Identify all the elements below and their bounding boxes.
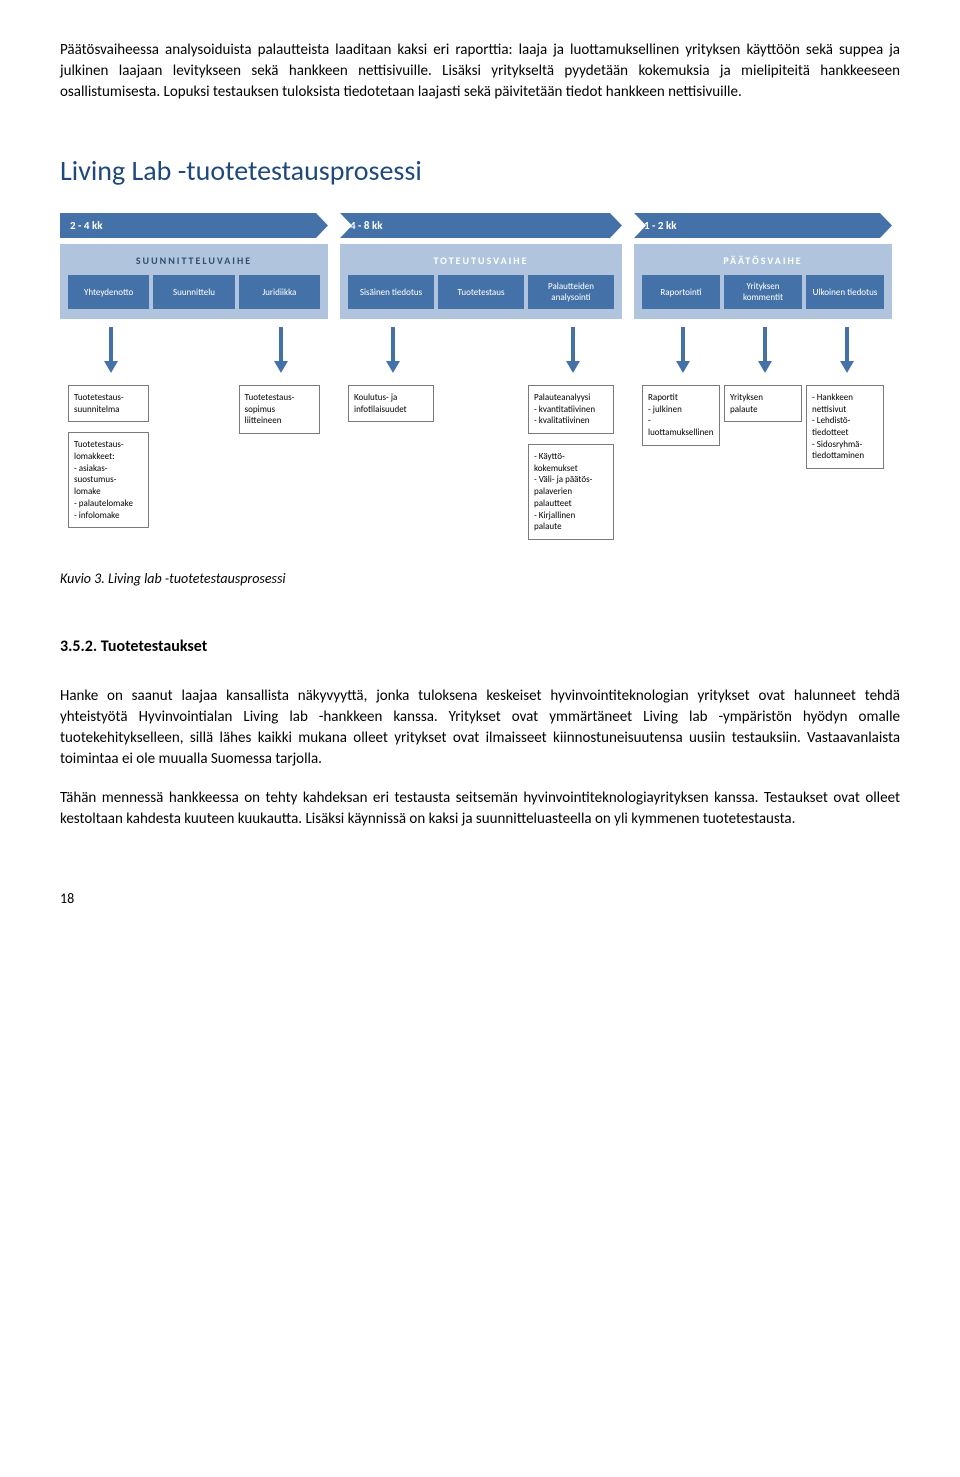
timeline-chevron: 1 - 2 kk xyxy=(634,213,892,238)
phase-title: SUUNNITTELUVAIHE xyxy=(68,254,320,267)
phase-block: PÄÄTÖSVAIHE RaportointiYrityksen kommenti… xyxy=(634,244,892,319)
section-title: Tuotetestaukset xyxy=(101,637,208,656)
detail-col: Yrityksen palaute xyxy=(724,385,802,540)
arrow-cell xyxy=(153,327,234,377)
step-box: Ulkoinen tiedotus xyxy=(806,275,884,309)
detail-col: Tuotetestaus- sopimus liitteineen xyxy=(239,385,320,540)
arrow-cell xyxy=(68,327,149,377)
detail-box: - Käyttö- kokemukset - Väli- ja päätös- … xyxy=(528,444,614,540)
step-row: RaportointiYrityksen kommentitUlkoinen t… xyxy=(642,275,884,309)
figure-caption: Kuvio 3. Living lab -tuotetestausprosess… xyxy=(60,570,900,587)
phase-row: SUUNNITTELUVAIHE YhteydenottoSuunnitteluJ… xyxy=(60,244,900,319)
paragraph-body-2: Tähän mennessä hankkeessa on tehty kahde… xyxy=(60,788,900,830)
phase-title: TOTEUTUSVAIHE xyxy=(348,254,614,267)
detail-col: Palauteanalyysi - kvantitatiivinen - kva… xyxy=(528,385,614,540)
detail-col: - Hankkeen nettisivut - Lehdistö- tiedot… xyxy=(806,385,884,540)
step-box: Yhteydenotto xyxy=(68,275,149,309)
detail-group: Koulutus- ja infotilaisuudet Palauteanaly… xyxy=(340,385,622,540)
detail-group: Tuotetestaus- suunnitelma Tuotetestaus- l… xyxy=(60,385,328,540)
paragraph-intro: Päätösvaiheessa analysoiduista palauttei… xyxy=(60,40,900,103)
detail-box: Yrityksen palaute xyxy=(724,385,802,422)
detail-col xyxy=(438,385,524,540)
detail-box: - Hankkeen nettisivut - Lehdistö- tiedot… xyxy=(806,385,884,469)
step-row: YhteydenottoSuunnitteluJuridiikka xyxy=(68,275,320,309)
arrows-row xyxy=(60,327,900,377)
page-number: 18 xyxy=(60,890,900,907)
detail-box: Tuotetestaus- suunnitelma xyxy=(68,385,149,422)
detail-box: Koulutus- ja infotilaisuudet xyxy=(348,385,434,422)
detail-box: Tuotetestaus- sopimus liitteineen xyxy=(239,385,320,434)
detail-box: Palauteanalyysi - kvantitatiivinen - kva… xyxy=(528,385,614,434)
arrow-cell xyxy=(642,327,720,377)
step-box: Palautteiden analysointi xyxy=(528,275,614,309)
detail-box: Raportit - julkinen - luottamuksellinen xyxy=(642,385,720,446)
step-box: Raportointi xyxy=(642,275,720,309)
diagram-title: Living Lab -tuotetestausprosessi xyxy=(60,153,900,188)
detail-col xyxy=(153,385,234,540)
phase-block: TOTEUTUSVAIHE Sisäinen tiedotusTuotetesta… xyxy=(340,244,622,319)
arrow-cell xyxy=(724,327,802,377)
detail-col: Raportit - julkinen - luottamuksellinen xyxy=(642,385,720,540)
arrow-cell xyxy=(348,327,434,377)
timeline-chevron: 4 - 8 kk xyxy=(340,213,622,238)
section-number: 3.5.2. xyxy=(60,637,97,656)
arrow-group xyxy=(340,327,622,377)
phase-block: SUUNNITTELUVAIHE YhteydenottoSuunnitteluJ… xyxy=(60,244,328,319)
step-box: Sisäinen tiedotus xyxy=(348,275,434,309)
timeline-chevron: 2 - 4 kk xyxy=(60,213,328,238)
detail-row: Tuotetestaus- suunnitelma Tuotetestaus- l… xyxy=(60,385,900,540)
detail-col: Tuotetestaus- suunnitelma Tuotetestaus- l… xyxy=(68,385,149,540)
arrow-cell xyxy=(438,327,524,377)
arrow-group xyxy=(60,327,328,377)
paragraph-body-1: Hanke on saanut laajaa kansallista näkyv… xyxy=(60,686,900,770)
step-box: Juridiikka xyxy=(239,275,320,309)
process-diagram: 2 - 4 kk 4 - 8 kk 1 - 2 kk SUUNNITTELUVAIH… xyxy=(60,213,900,540)
detail-box: Tuotetestaus- lomakkeet: - asiakas- suos… xyxy=(68,432,149,528)
arrow-cell xyxy=(806,327,884,377)
step-box: Tuotetestaus xyxy=(438,275,524,309)
step-box: Yrityksen kommentit xyxy=(724,275,802,309)
step-row: Sisäinen tiedotusTuotetestausPalautteide… xyxy=(348,275,614,309)
step-box: Suunnittelu xyxy=(153,275,234,309)
arrow-cell xyxy=(239,327,320,377)
detail-col: Koulutus- ja infotilaisuudet xyxy=(348,385,434,540)
detail-group: Raportit - julkinen - luottamuksellinenY… xyxy=(634,385,892,540)
section-heading: 3.5.2. Tuotetestaukset xyxy=(60,637,900,656)
timeline-row: 2 - 4 kk 4 - 8 kk 1 - 2 kk xyxy=(60,213,900,238)
phase-title: PÄÄTÖSVAIHE xyxy=(642,254,884,267)
arrow-group xyxy=(634,327,892,377)
arrow-cell xyxy=(528,327,614,377)
